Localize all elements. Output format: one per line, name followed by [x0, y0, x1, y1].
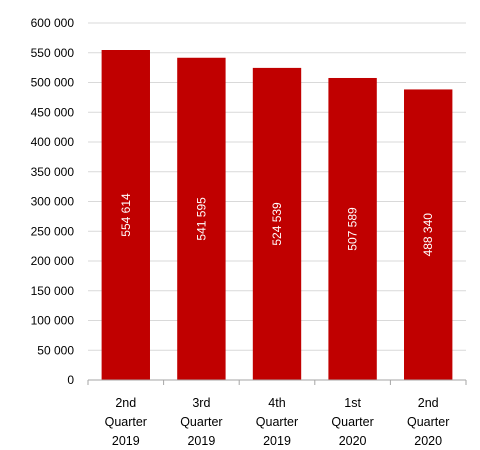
x-tick-label: Quarter — [407, 415, 449, 429]
bar — [252, 67, 302, 380]
bars — [101, 50, 453, 381]
y-tick-label: 600 000 — [31, 16, 75, 30]
y-tick-label: 0 — [67, 373, 74, 387]
y-tick-label: 500 000 — [31, 76, 75, 90]
y-tick-label: 150 000 — [31, 284, 75, 298]
x-tick-label: 2019 — [263, 434, 291, 448]
bar — [101, 50, 150, 380]
x-tick-label: Quarter — [256, 415, 298, 429]
x-tick-label: 2020 — [414, 434, 442, 448]
y-axis-ticks: 0 50 000 100 000 150 000 200 000 250 000 300 0… — [31, 16, 75, 387]
bar — [177, 57, 226, 380]
x-tick-label: Quarter — [180, 415, 222, 429]
y-tick-label: 50 000 — [37, 343, 74, 357]
x-tick-label: 3rd — [192, 396, 210, 410]
y-tick-label: 100 000 — [31, 314, 75, 328]
data-label: 554 614 — [119, 193, 133, 237]
x-tick-label: 2019 — [187, 434, 215, 448]
x-tick-label: 2020 — [339, 434, 367, 448]
x-axis: 2nd Quarter 2019 3rd Quarter 2019 4th Quarter 20… — [87, 379, 467, 448]
y-tick-label: 250 000 — [31, 224, 75, 238]
bar — [404, 89, 453, 381]
x-tick-label: 2nd — [115, 396, 136, 410]
y-tick-label: 200 000 — [31, 254, 75, 268]
y-tick-label: 450 000 — [31, 105, 75, 119]
y-tick-label: 400 000 — [31, 135, 75, 149]
data-label: 507 589 — [346, 207, 360, 251]
data-label: 541 595 — [194, 197, 208, 241]
x-tick-label: 1st — [344, 396, 361, 410]
x-tick-label: 4th — [268, 396, 285, 410]
y-tick-label: 350 000 — [31, 165, 75, 179]
x-tick-label: Quarter — [105, 415, 147, 429]
x-tick-label: 2nd — [418, 396, 439, 410]
x-tick-label: Quarter — [331, 415, 373, 429]
data-label: 488 340 — [421, 213, 435, 257]
data-label: 524 539 — [270, 202, 284, 246]
x-tick-label: 2019 — [112, 434, 140, 448]
y-tick-label: 550 000 — [31, 46, 75, 60]
bar — [328, 77, 377, 380]
y-tick-label: 300 000 — [31, 195, 75, 209]
data-labels: 554 614 541 595 524 539 507 589 488 340 — [119, 193, 435, 256]
